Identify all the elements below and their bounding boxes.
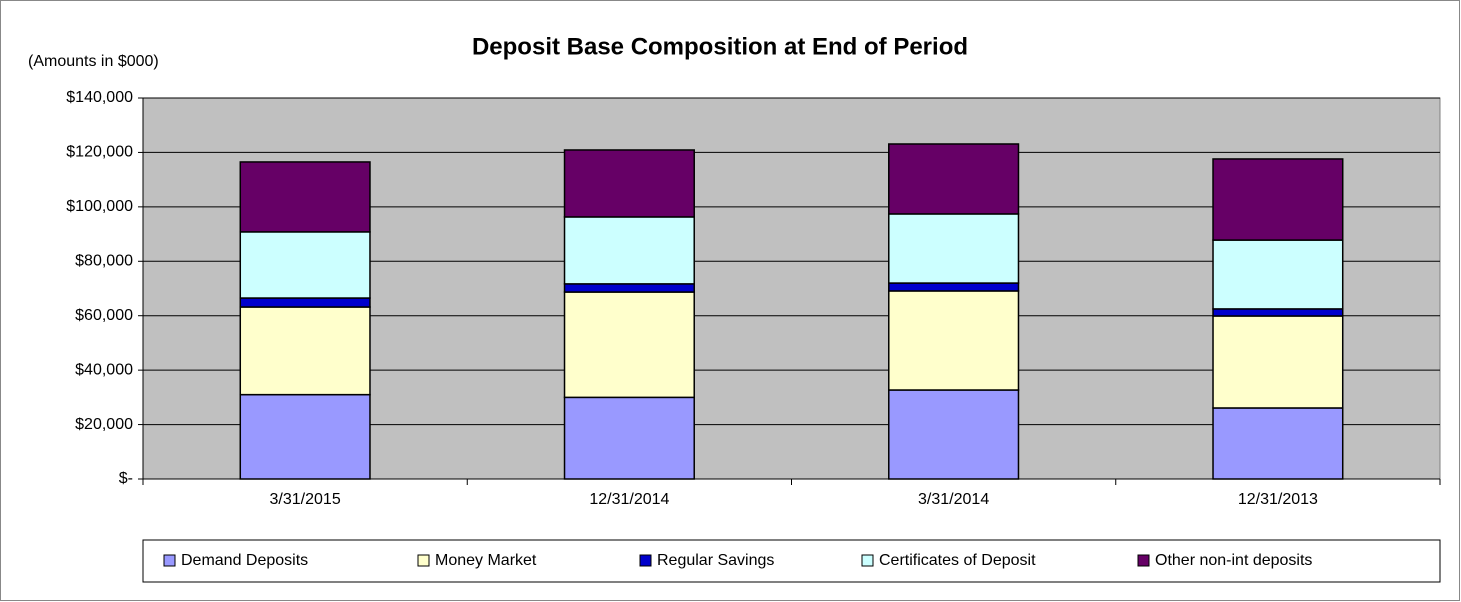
chart-title: Deposit Base Composition at End of Perio… <box>472 33 968 60</box>
bar-segment <box>1212 315 1344 409</box>
bar-segment <box>239 297 371 308</box>
legend-label: Money Market <box>435 552 537 569</box>
bar-segment <box>1212 407 1344 480</box>
bar-segment <box>239 393 371 480</box>
bar-segment <box>888 213 1020 284</box>
legend-label: Demand Deposits <box>181 552 308 569</box>
bar-segment <box>1212 239 1344 310</box>
legend-label: Regular Savings <box>657 552 774 569</box>
bar-segment <box>563 291 695 399</box>
legend-box <box>142 539 1441 583</box>
y-tick-label: $80,000 <box>75 253 133 270</box>
bar-segment <box>563 149 695 218</box>
bar-segment <box>239 231 371 299</box>
bar-segment <box>563 283 695 293</box>
bar-segment <box>888 282 1020 292</box>
legend-marker <box>1137 554 1150 567</box>
x-tick-label: 3/31/2014 <box>918 491 989 508</box>
bar-segment <box>239 306 371 396</box>
y-tick-label: $40,000 <box>75 361 133 378</box>
y-tick-label: $20,000 <box>75 416 133 433</box>
y-tick-label: $100,000 <box>66 198 133 215</box>
bar-segment <box>239 161 371 233</box>
subtitle: (Amounts in $000) <box>28 53 159 70</box>
y-tick-label: $60,000 <box>75 307 133 324</box>
legend-label: Certificates of Deposit <box>879 552 1036 569</box>
y-tick-label: $- <box>119 470 133 487</box>
legend-marker <box>163 554 176 567</box>
bar-segment <box>563 216 695 285</box>
bar-segment <box>888 290 1020 391</box>
x-tick-label: 12/31/2013 <box>1238 491 1318 508</box>
y-tick-label: $120,000 <box>66 144 133 161</box>
x-tick-label: 3/31/2015 <box>270 491 341 508</box>
legend-label: Other non-int deposits <box>1155 552 1312 569</box>
x-tick-label: 12/31/2014 <box>589 491 669 508</box>
bar-segment <box>1212 308 1344 317</box>
bar-segment <box>563 396 695 480</box>
bar-segment <box>1212 158 1344 241</box>
legend-marker <box>639 554 652 567</box>
y-tick-label: $140,000 <box>66 89 133 106</box>
bar-segment <box>888 143 1020 215</box>
bar-segment <box>888 389 1020 480</box>
legend-marker <box>417 554 430 567</box>
legend-marker <box>861 554 874 567</box>
